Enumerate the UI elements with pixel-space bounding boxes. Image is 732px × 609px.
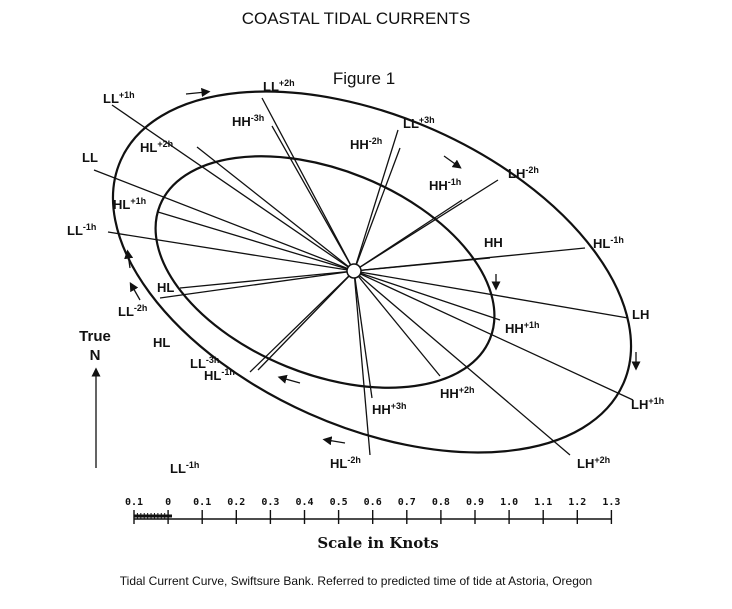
label-hl-outside: HL [153, 335, 170, 350]
label-hh-plus-3h: HH+3h [372, 401, 407, 417]
label-ll-minus-1h-bottom: LL-1h [170, 460, 199, 476]
label-lh-plus-2h: LH+2h [577, 455, 610, 471]
scale-tick-label: 1.0 [500, 497, 518, 508]
origin-point [346, 263, 362, 279]
scale-tick-label: 0.5 [330, 497, 348, 508]
scale-tick-label: 0.1 [193, 497, 211, 508]
label-hh-minus-1h: HH-1h [429, 177, 461, 193]
scale-tick-label: 0.6 [364, 497, 382, 508]
label-hl-minus-1h-inner: HL-1h [204, 367, 235, 383]
label-hh-minus-3h: HH-3h [232, 113, 264, 129]
label-hh: HH [484, 235, 503, 250]
label-ll-plus-2h: LL+2h [263, 78, 295, 94]
inner-current-ellipse [154, 155, 496, 389]
true-north-label: True [79, 328, 111, 345]
label-ll-minus-2h: LL-2h [118, 303, 147, 319]
label-hh-minus-2h: HH-2h [350, 136, 382, 152]
scale-tick-label: 0.4 [295, 497, 313, 508]
label-hh-plus-2h: HH+2h [440, 385, 475, 401]
direction-arrows [124, 87, 641, 446]
scale-tick-label: 0.2 [227, 497, 245, 508]
label-hl-minus-1h-outer: HL-1h [593, 235, 624, 251]
scale-tick-label: 0.7 [398, 497, 416, 508]
label-ll-plus-3h: LL+3h [403, 115, 435, 131]
label-lh-minus-2h: LH-2h [508, 165, 539, 181]
label-lh: LH [632, 307, 649, 322]
scale-tick-label: 0.3 [261, 497, 279, 508]
label-hl-inner: HL [157, 280, 174, 295]
scale-tick-label: 1.1 [534, 497, 552, 508]
label-ll: LL [82, 150, 98, 165]
scale-tick-label: 0.8 [432, 497, 450, 508]
scale-tick-label: 0.1 [125, 497, 143, 508]
label-ll-minus-3h: LL-3h [190, 355, 219, 371]
label-lh-plus-1h: LH+1h [631, 396, 664, 412]
scale-tick-label: 1.2 [568, 497, 586, 508]
label-ll-plus-1h: LL+1h [103, 90, 135, 106]
label-hl-minus-2h: HL-2h [330, 455, 361, 471]
current-vectors [93, 97, 634, 456]
figure-label: Figure 1 [333, 69, 395, 88]
label-hl-plus-1h: HL+1h [113, 196, 146, 212]
outer-current-ellipse [111, 90, 633, 454]
scale-tick-label: 1.3 [602, 497, 620, 508]
page-title: COASTAL TIDAL CURRENTS [242, 9, 471, 28]
scale-tick-label: 0.9 [466, 497, 484, 508]
label-ll-minus-1h-outer: LL-1h [67, 222, 96, 238]
label-hl-plus-2h: HL+2h [140, 139, 173, 155]
label-hh-plus-1h: HH+1h [505, 320, 540, 336]
true-north-n: N [90, 347, 101, 364]
scale-tick-label: 0 [165, 497, 171, 508]
figure-caption: Tidal Current Curve, Swiftsure Bank. Ref… [120, 574, 592, 588]
scale-label: Scale in Knots [317, 534, 438, 552]
scale-bar: 0.1 0 0.1 0.2 0.3 0.4 0.5 0.6 0.7 0.8 0.9 1.0 1.1 1.2… [125, 497, 620, 524]
